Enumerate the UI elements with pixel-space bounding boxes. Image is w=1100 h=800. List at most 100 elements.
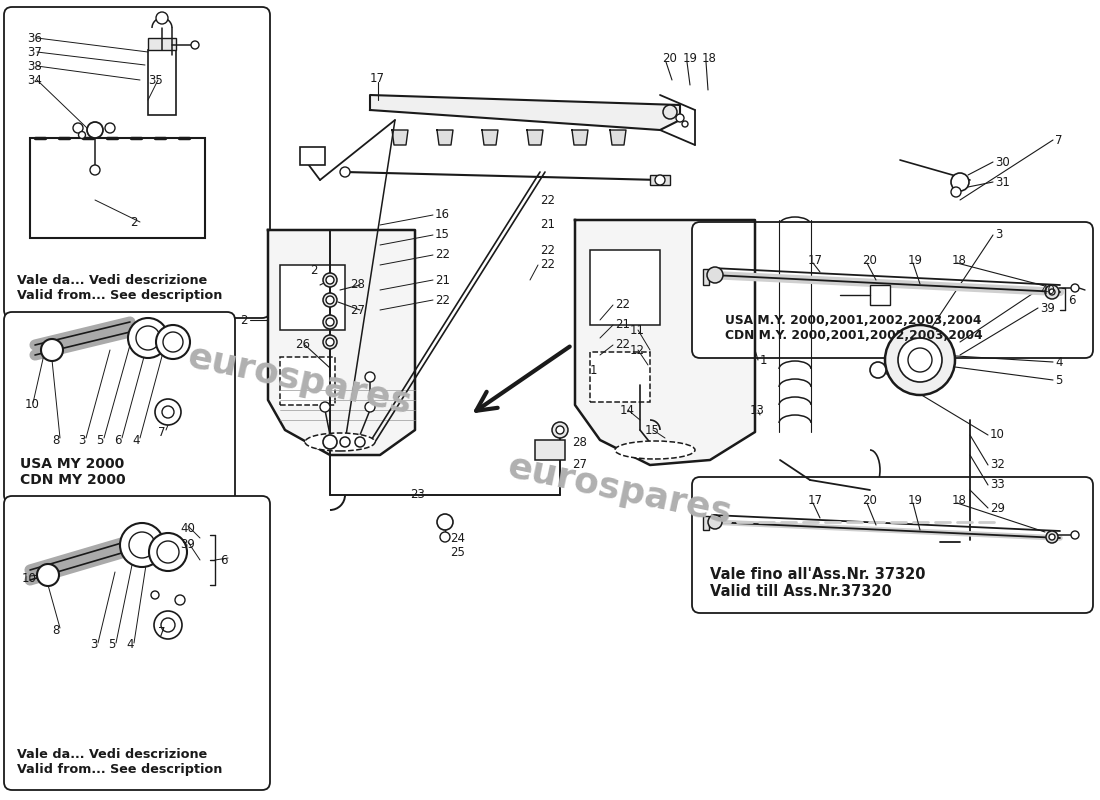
- Circle shape: [654, 175, 666, 185]
- Text: 7: 7: [158, 426, 165, 438]
- Circle shape: [136, 326, 160, 350]
- Circle shape: [120, 523, 164, 567]
- Bar: [280, 357, 336, 405]
- Circle shape: [151, 591, 160, 599]
- Text: 36: 36: [28, 31, 42, 45]
- Circle shape: [556, 426, 564, 434]
- Circle shape: [708, 515, 722, 529]
- Circle shape: [191, 41, 199, 49]
- Circle shape: [340, 167, 350, 177]
- Polygon shape: [392, 130, 408, 145]
- Text: 34: 34: [28, 74, 42, 86]
- Text: 20: 20: [862, 254, 877, 266]
- Polygon shape: [437, 130, 453, 145]
- Text: 8: 8: [52, 623, 59, 637]
- Circle shape: [1071, 284, 1079, 292]
- Text: 27: 27: [350, 303, 365, 317]
- Text: 2: 2: [241, 314, 248, 326]
- Circle shape: [148, 533, 187, 571]
- Bar: [30, 138, 205, 238]
- Text: 20: 20: [662, 51, 676, 65]
- Circle shape: [156, 325, 190, 359]
- Text: 21: 21: [540, 218, 556, 231]
- Circle shape: [676, 114, 684, 122]
- Circle shape: [886, 325, 955, 395]
- Polygon shape: [527, 130, 543, 145]
- Circle shape: [155, 399, 182, 425]
- Polygon shape: [572, 130, 588, 145]
- Text: 8: 8: [52, 434, 59, 446]
- Polygon shape: [370, 95, 680, 130]
- Text: 7: 7: [158, 626, 165, 638]
- Circle shape: [156, 12, 168, 24]
- Text: 14: 14: [620, 403, 635, 417]
- Text: 40: 40: [180, 522, 195, 534]
- Circle shape: [129, 532, 155, 558]
- Bar: [590, 352, 650, 402]
- Text: 5: 5: [96, 434, 103, 446]
- Circle shape: [870, 362, 886, 378]
- Bar: [703, 516, 710, 530]
- Circle shape: [663, 105, 676, 119]
- Text: eurospares: eurospares: [185, 340, 416, 420]
- Text: 1: 1: [760, 354, 768, 366]
- Circle shape: [323, 273, 337, 287]
- Text: 19: 19: [908, 494, 923, 506]
- Bar: [148, 38, 176, 50]
- Text: 29: 29: [990, 502, 1005, 514]
- Polygon shape: [575, 220, 755, 465]
- Text: 4: 4: [1055, 355, 1063, 369]
- Text: 18: 18: [952, 254, 967, 266]
- Text: 6: 6: [1068, 294, 1076, 306]
- Text: 22: 22: [615, 298, 630, 311]
- Circle shape: [73, 123, 82, 133]
- Circle shape: [365, 372, 375, 382]
- Circle shape: [707, 267, 723, 283]
- Bar: [280, 265, 345, 330]
- Text: 5: 5: [108, 638, 115, 651]
- Text: 19: 19: [683, 51, 698, 65]
- Circle shape: [952, 173, 969, 191]
- Text: 18: 18: [952, 494, 967, 506]
- Text: 17: 17: [808, 254, 823, 266]
- Circle shape: [87, 122, 103, 138]
- Circle shape: [326, 276, 334, 284]
- Circle shape: [162, 406, 174, 418]
- Circle shape: [552, 422, 568, 438]
- Circle shape: [898, 338, 942, 382]
- Circle shape: [326, 296, 334, 304]
- Text: 27: 27: [572, 458, 587, 471]
- Circle shape: [323, 293, 337, 307]
- Text: 15: 15: [645, 423, 660, 437]
- Text: 31: 31: [996, 175, 1010, 189]
- Text: 24: 24: [450, 531, 465, 545]
- Text: 22: 22: [540, 243, 556, 257]
- Circle shape: [320, 402, 330, 412]
- Circle shape: [355, 437, 365, 447]
- Circle shape: [952, 187, 961, 197]
- Text: 21: 21: [434, 274, 450, 286]
- Circle shape: [323, 315, 337, 329]
- Text: 37: 37: [28, 46, 42, 58]
- Circle shape: [682, 121, 688, 127]
- Text: 16: 16: [434, 209, 450, 222]
- Circle shape: [154, 611, 182, 639]
- FancyBboxPatch shape: [4, 7, 269, 318]
- Text: 23: 23: [410, 489, 425, 502]
- Text: 17: 17: [808, 494, 823, 506]
- Text: 3: 3: [90, 638, 98, 651]
- Polygon shape: [610, 130, 626, 145]
- Text: 5: 5: [1055, 374, 1063, 386]
- Text: 26: 26: [295, 338, 310, 351]
- Circle shape: [323, 335, 337, 349]
- Circle shape: [104, 123, 116, 133]
- Circle shape: [365, 402, 375, 412]
- Text: 28: 28: [572, 435, 587, 449]
- Text: 2: 2: [130, 215, 138, 229]
- Circle shape: [1071, 531, 1079, 539]
- Bar: [148, 50, 176, 115]
- Text: 12: 12: [630, 343, 645, 357]
- Bar: [300, 147, 324, 165]
- Circle shape: [157, 541, 179, 563]
- Bar: [535, 440, 565, 460]
